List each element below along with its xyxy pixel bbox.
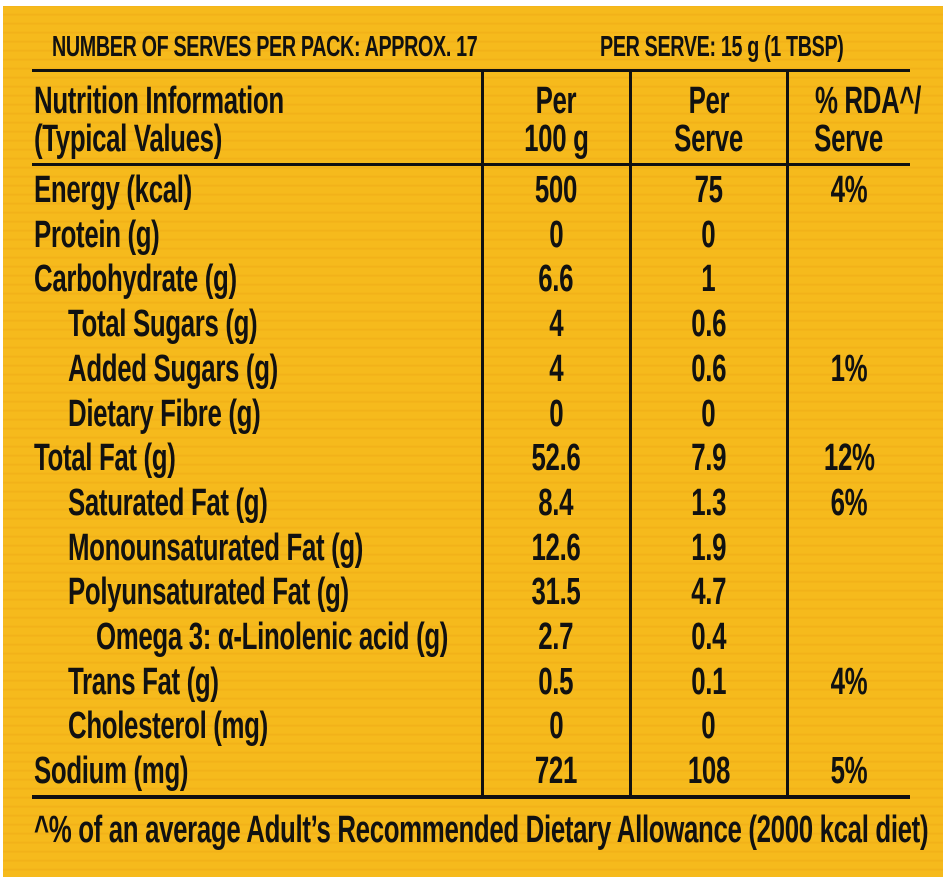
rda-value [790, 526, 908, 570]
per-serve-value: 7.9 [691, 437, 726, 480]
per-serve-value: 75 [694, 169, 723, 211]
per-100g-value: 8.4 [538, 481, 574, 524]
table-row: Trans Fat (g) 0.5 0.1 4% [0, 660, 946, 705]
table-top-rule [32, 69, 910, 72]
rda-value [790, 570, 908, 614]
rda-value: 6% [830, 481, 868, 524]
nutrient-label: Monounsaturated Fat (g) [68, 526, 364, 569]
per-serve-value: 1.3 [691, 481, 726, 524]
footnote: ^% of an average Adult’s Recommended Die… [34, 809, 929, 851]
table-row: Added Sugars (g) 4 0.6 1% [0, 347, 946, 392]
nutrient-label: Sodium (mg) [34, 750, 189, 793]
rda-value: 4% [830, 169, 868, 211]
per-serve-value: 0.6 [691, 347, 726, 390]
rda-value [790, 615, 908, 659]
per-serve-value: 0.4 [691, 616, 726, 658]
rda-value [790, 392, 908, 436]
serving-info: NUMBER OF SERVES PER PACK: APPROX. 17 PE… [0, 30, 946, 64]
rda-value [790, 704, 908, 748]
nutrient-label: Total Sugars (g) [68, 303, 258, 346]
rda-value [790, 257, 908, 301]
per-100g-value: 52.6 [531, 437, 581, 480]
per-100g-value: 500 [534, 169, 578, 211]
table-row: Carbohydrate (g) 6.6 1 [0, 257, 946, 302]
per-100g-value: 0 [548, 213, 564, 256]
header-per-serve: Per Serve [674, 80, 743, 160]
nutrient-label: Polyunsaturated Fat (g) [68, 571, 349, 614]
header-nutrition-information: Nutrition Information (Typical Values) [34, 80, 284, 160]
per-serve-value: 4.7 [691, 571, 726, 614]
header-per-100g: Per 100 g [523, 80, 589, 160]
serves-per-pack: NUMBER OF SERVES PER PACK: APPROX. 17 [52, 31, 478, 63]
per-serve-value: 108 [687, 750, 730, 793]
header-rda-per-serve: % RDA^/ Serve [814, 80, 922, 160]
table-bottom-rule [32, 795, 910, 799]
per-100g-value: 0 [548, 705, 564, 748]
table-row: Protein (g) 0 0 [0, 213, 946, 258]
table-row: Monounsaturated Fat (g) 12.6 1.9 [0, 526, 946, 571]
column-divider [629, 70, 632, 797]
per-serve-value: 1 [701, 258, 716, 301]
nutrient-label: Saturated Fat (g) [68, 481, 268, 524]
per-100g-value: 721 [534, 750, 578, 793]
nutrient-label: Carbohydrate (g) [34, 258, 237, 301]
nutrient-label: Dietary Fibre (g) [68, 392, 261, 435]
table-row: Sodium (mg) 721 108 5% [0, 749, 946, 794]
nutrient-label: Trans Fat (g) [68, 660, 219, 703]
table-row: Total Fat (g) 52.6 7.9 12% [0, 436, 946, 481]
nutrient-label: Protein (g) [34, 213, 160, 256]
nutrient-label: Omega 3: α-Linolenic acid (g) [96, 616, 449, 658]
rda-value: 5% [830, 750, 868, 793]
rda-value: 4% [830, 660, 868, 703]
per-100g-value: 31.5 [531, 571, 581, 614]
per-100g-value: 4 [548, 303, 564, 346]
per-serve-value: 0 [701, 213, 716, 256]
column-divider [481, 70, 484, 797]
table-row: Polyunsaturated Fat (g) 31.5 4.7 [0, 570, 946, 615]
per-100g-value: 6.6 [538, 258, 574, 301]
per-100g-value: 4 [548, 347, 564, 390]
table-row: Energy (kcal) 500 75 4% [0, 168, 946, 213]
column-divider [786, 70, 789, 797]
table-row: Dietary Fibre (g) 0 0 [0, 392, 946, 437]
per-100g-value: 12.6 [531, 526, 581, 569]
per-serve-value: 0 [701, 392, 716, 435]
per-100g-value: 2.7 [538, 616, 574, 658]
table-row: Total Sugars (g) 4 0.6 [0, 302, 946, 347]
table-row: Omega 3: α-Linolenic acid (g) 2.7 0.4 [0, 615, 946, 660]
rda-value: 1% [830, 347, 868, 390]
nutrient-label: Cholesterol (mg) [68, 705, 268, 748]
header-divider [32, 163, 910, 166]
rda-value: 12% [823, 437, 875, 480]
per-serve-value: 0.6 [691, 303, 726, 346]
rda-value [790, 213, 908, 257]
table-row: Saturated Fat (g) 8.4 1.3 6% [0, 481, 946, 526]
nutrient-label: Energy (kcal) [34, 169, 192, 211]
per-100g-value: 0 [548, 392, 564, 435]
table-row: Cholesterol (mg) 0 0 [0, 704, 946, 749]
nutrient-label: Added Sugars (g) [68, 347, 278, 390]
per-100g-value: 0.5 [538, 660, 574, 703]
rda-value [790, 302, 908, 346]
per-serve-value: 0.1 [691, 660, 726, 703]
per-serve-value: 0 [701, 705, 716, 748]
per-serve-value: 1.9 [691, 526, 726, 569]
nutrient-label: Total Fat (g) [34, 437, 176, 480]
per-serve-size: PER SERVE: 15 g (1 TBSP) [600, 31, 844, 63]
